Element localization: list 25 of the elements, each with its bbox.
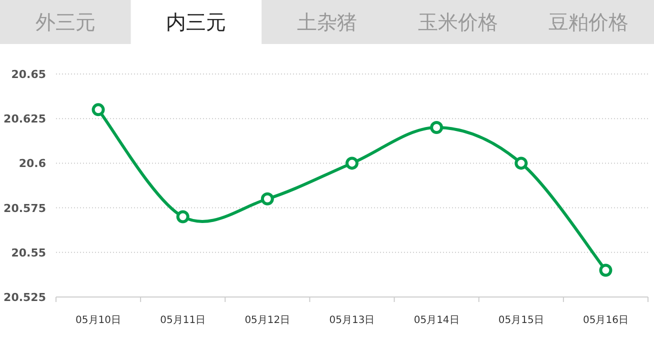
text: 外三元 xyxy=(35,10,96,34)
text: 玉米价格 xyxy=(418,10,498,34)
point xyxy=(599,264,612,277)
y-tick-label: 20.625 xyxy=(4,112,46,126)
x-tick-label: 05月12日 xyxy=(244,315,290,326)
point xyxy=(92,103,105,116)
x-tick-label: 05月13日 xyxy=(329,315,375,326)
text: 内三元 xyxy=(166,10,226,34)
x-tick-label: 05月14日 xyxy=(414,315,460,326)
x-tick-label: 05月16日 xyxy=(582,315,628,326)
text: 豆粕价格 xyxy=(548,10,629,34)
point xyxy=(176,210,190,224)
x-tick-label: 05月15日 xyxy=(498,315,544,326)
point xyxy=(514,156,528,170)
y-tick-label: 20.55 xyxy=(11,246,46,260)
y-tick-label: 20.6 xyxy=(18,157,46,170)
x-tick-label: 05月10日 xyxy=(76,315,122,326)
point xyxy=(430,121,444,134)
y-tick-label: 20.65 xyxy=(11,68,46,81)
point xyxy=(346,156,358,170)
text: 土杂猪 xyxy=(297,10,357,34)
point xyxy=(260,192,274,206)
y-tick-label: 20.525 xyxy=(4,291,46,304)
y-tick-label: 20.575 xyxy=(4,202,46,215)
x-tick-label: 05月11日 xyxy=(160,315,206,326)
